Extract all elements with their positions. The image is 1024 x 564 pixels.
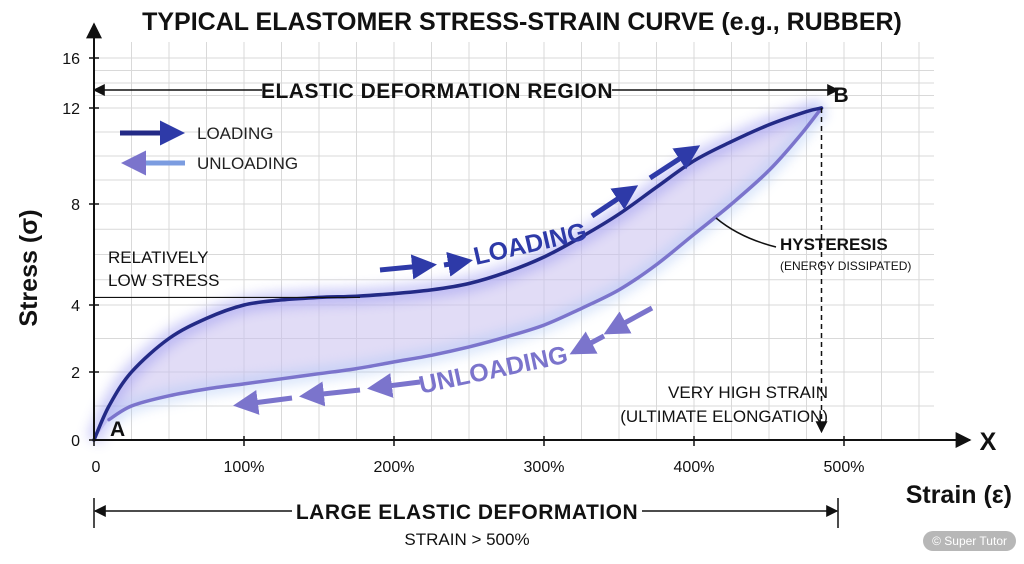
loading-arrow-3 xyxy=(590,185,639,219)
elastic-region-banner: ELASTIC DEFORMATION REGION xyxy=(92,80,840,103)
low-stress-text-2: LOW STRESS xyxy=(108,271,219,290)
unloading-arrow-5 xyxy=(233,390,293,415)
y-axis-label: Stress (σ) xyxy=(15,209,43,326)
unloading-curve xyxy=(107,106,824,422)
point-labels: AB xyxy=(110,84,849,441)
hysteresis-note: HYSTERESIS (ENERGY DISSIPATED) xyxy=(715,217,911,273)
watermark: © Super Tutor xyxy=(923,531,1016,551)
hysteresis-fill xyxy=(94,108,822,440)
elastic-region-label: ELASTIC DEFORMATION REGION xyxy=(261,80,613,103)
unloading-arrow-1 xyxy=(603,305,654,335)
high-strain-note: VERY HIGH STRAIN (ULTIMATE ELONGATION) xyxy=(620,108,828,434)
y-tick-label: 16 xyxy=(62,51,80,68)
x-tick-label: 400% xyxy=(674,459,715,476)
series-layer xyxy=(86,100,828,444)
unloading-arrow-2 xyxy=(569,331,606,355)
hysteresis-label: HYSTERESIS xyxy=(780,235,888,254)
loading-arrow-4 xyxy=(648,145,701,181)
tick-labels: 0 2 4 8 12 16 0 100% 200% 300% 400% 500% xyxy=(62,51,864,476)
x-tick-label: 500% xyxy=(824,459,865,476)
large-elastic-label: LARGE ELASTIC DEFORMATION xyxy=(296,501,638,524)
hysteresis-sub: (ENERGY DISSIPATED) xyxy=(780,259,911,273)
x-tick-label: 100% xyxy=(224,459,265,476)
loading-curve xyxy=(92,106,824,442)
point-label-b: B xyxy=(834,84,849,107)
legend-unloading-label: UNLOADING xyxy=(197,154,298,173)
low-stress-note: RELATIVELY LOW STRESS xyxy=(94,248,360,299)
x-axis-end-label: X xyxy=(980,428,997,456)
y-tick-label: 2 xyxy=(71,365,80,382)
hysteresis-area xyxy=(94,108,822,440)
loading-arrow-1 xyxy=(379,254,437,280)
point-label-a: A xyxy=(110,418,125,441)
strain-note: STRAIN > 500% xyxy=(404,530,529,549)
x-tick-label: 0 xyxy=(92,459,101,476)
y-tick-label: 8 xyxy=(71,197,80,214)
legend: LOADING UNLOADING xyxy=(120,120,298,176)
high-strain-text-1: VERY HIGH STRAIN xyxy=(668,383,828,402)
x-axis-label: Strain (ε) xyxy=(906,481,1012,509)
y-tick-label: 0 xyxy=(71,433,80,450)
chart-title: TYPICAL ELASTOMER STRESS-STRAIN CURVE (e… xyxy=(142,8,902,36)
y-tick-label: 12 xyxy=(62,101,80,118)
legend-loading-label: LOADING xyxy=(197,124,274,143)
hysteresis-pointer xyxy=(715,217,777,248)
unloading-arrow-4 xyxy=(299,381,361,407)
x-tick-label: 200% xyxy=(374,459,415,476)
y-tick-label: 4 xyxy=(71,298,80,315)
x-tick-label: 300% xyxy=(524,459,565,476)
loading-arrow-2 xyxy=(443,251,473,277)
high-strain-text-2: (ULTIMATE ELONGATION) xyxy=(620,407,828,426)
low-stress-text-1: RELATIVELY xyxy=(108,248,208,267)
large-elastic-banner: LARGE ELASTIC DEFORMATION STRAIN > 500% xyxy=(93,498,839,549)
unloading-arrow-3 xyxy=(367,373,421,398)
